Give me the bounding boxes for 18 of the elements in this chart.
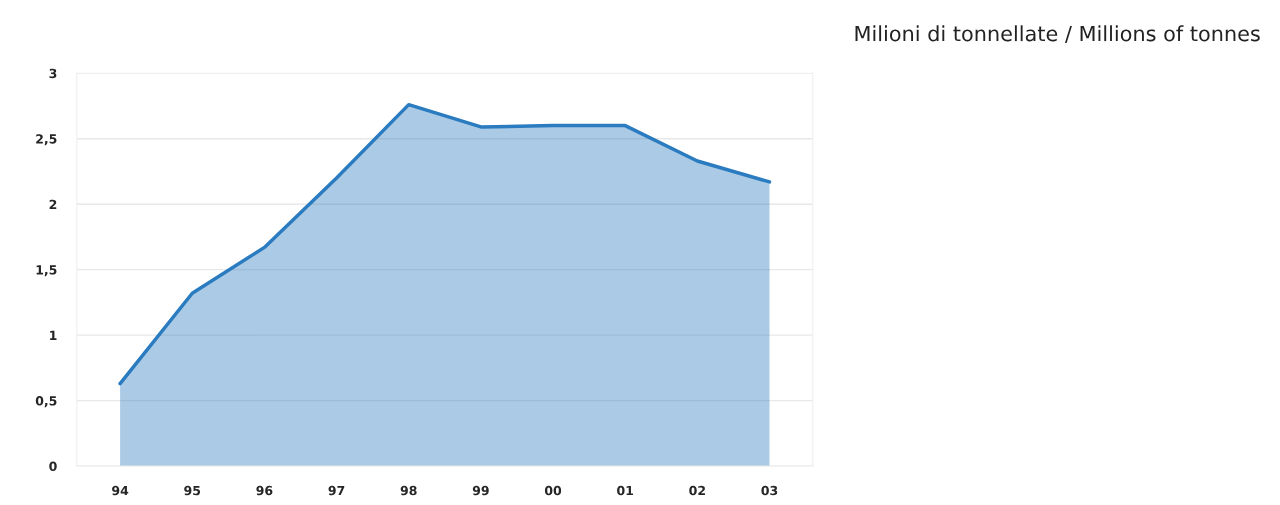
x-tick-label: 94 xyxy=(112,485,129,496)
y-tick-label: 0,5 xyxy=(35,396,57,408)
y-tick-label: 1 xyxy=(50,330,57,340)
y-tick-label: 3 xyxy=(49,68,57,79)
x-tick-label: 00 xyxy=(544,485,562,496)
y-tick-label: 0 xyxy=(49,461,57,472)
y-tick-label: 1,5 xyxy=(36,265,57,277)
y-tick-label: 2 xyxy=(49,199,57,209)
x-tick-label: 97 xyxy=(328,485,345,496)
x-tick-label: 98 xyxy=(400,485,417,496)
x-tick-label: 03 xyxy=(761,485,778,496)
y-tick-label: 2,5 xyxy=(36,134,57,146)
x-tick-label: 02 xyxy=(689,485,705,496)
y-axis-title: Milioni di tonnellate / Millions of tonnes xyxy=(855,25,1260,44)
x-tick-label: 99 xyxy=(472,485,489,496)
x-tick-label: 01 xyxy=(617,485,634,496)
x-tick-label: 95 xyxy=(184,485,201,496)
x-tick-label: 96 xyxy=(256,485,273,496)
